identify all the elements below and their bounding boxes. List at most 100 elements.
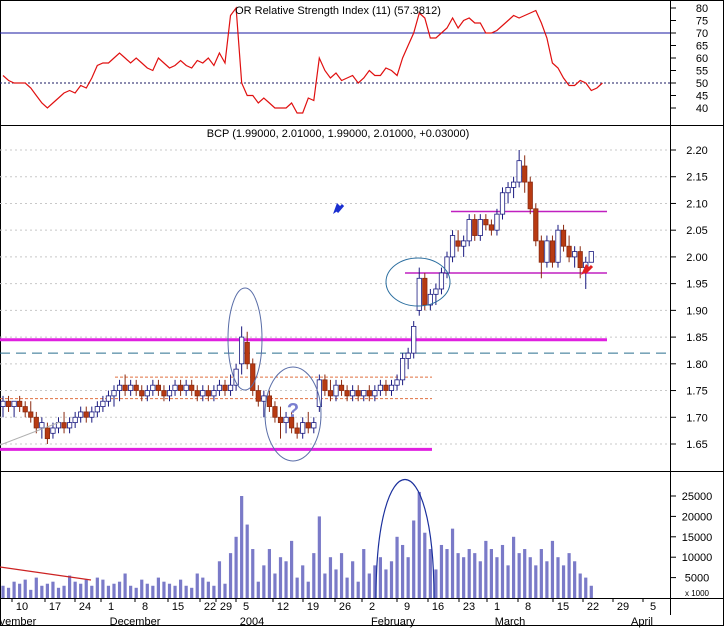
volume-bar: [284, 561, 288, 598]
candle-body-up: [128, 384, 134, 391]
candle: [144, 385, 150, 402]
volume-bar: [539, 549, 543, 598]
candle-body-down: [322, 379, 328, 391]
volume-bar: [206, 581, 210, 598]
volume-bar: [173, 585, 177, 598]
candle-body-down: [560, 229, 567, 247]
candle-body-down: [422, 277, 428, 306]
candle-body-up: [405, 352, 411, 359]
candle-body-down: [189, 384, 195, 391]
volume-bar: [40, 585, 44, 598]
candle-body-up: [50, 427, 56, 434]
rsi-tick-label: 40: [696, 103, 708, 115]
candle-body-up: [444, 256, 450, 274]
candle: [350, 385, 356, 402]
volume-bar: [512, 536, 516, 598]
volume-bar: [323, 573, 327, 598]
candle: [89, 406, 95, 423]
candle-body-down: [344, 390, 350, 397]
candle: [155, 379, 161, 396]
ellipse-annotation-spike: [227, 287, 263, 391]
volume-ellipse-annotation: [375, 478, 435, 599]
candle: [250, 358, 256, 396]
x-day-label: 5: [650, 601, 656, 613]
rsi-tick-label: 70: [696, 28, 708, 40]
candle: [566, 235, 572, 263]
volume-bar: [295, 577, 299, 598]
volume-bar: [145, 583, 149, 598]
volume-bar: [228, 553, 233, 598]
candle-body-up: [333, 384, 339, 397]
candle: [538, 235, 544, 279]
volume-bar: [517, 553, 521, 598]
ellipse-annotation-breakout: [385, 257, 451, 307]
candle: [338, 379, 345, 396]
volume-series: [1, 491, 593, 598]
volume-bar: [56, 587, 61, 598]
volume-bar: [439, 544, 444, 598]
volume-unit-label: x 1000: [685, 589, 710, 598]
candle: [555, 224, 561, 268]
candle-body-up: [588, 251, 594, 263]
volume-bar: [306, 581, 310, 598]
rsi-tick-label: 80: [696, 3, 708, 15]
candle: [200, 385, 206, 402]
volume-tick-label: 15000: [682, 532, 713, 544]
candle: [472, 214, 478, 241]
price-tick-label: 1.80: [686, 359, 707, 371]
candle: [533, 203, 539, 247]
candle: [111, 385, 117, 407]
price-tick-label: 2.00: [686, 252, 707, 264]
volume-bar: [462, 557, 466, 598]
candle: [316, 374, 322, 412]
candle: [383, 379, 389, 396]
candle: [216, 379, 223, 396]
price-tick-label: 2.05: [686, 225, 707, 237]
price-tick-label: 2.10: [686, 198, 707, 210]
candle: [510, 176, 517, 199]
candle: [572, 246, 578, 268]
price-tick-label: 1.75: [686, 386, 707, 398]
x-day-label: 16: [432, 601, 444, 613]
candle: [161, 385, 167, 402]
candle-body-down: [194, 390, 200, 397]
candle-body-up: [100, 400, 106, 407]
red-arrow-shaft: [583, 264, 594, 275]
candle-body-up: [227, 384, 234, 391]
x-month-label: February: [371, 616, 416, 628]
x-day-label: 5: [243, 601, 249, 613]
candle-body-up: [78, 411, 84, 418]
candle-body-up: [394, 379, 400, 386]
candle-body-up: [449, 235, 456, 258]
volume-bar: [351, 561, 355, 598]
candle: [327, 379, 334, 402]
candle: [449, 230, 456, 263]
x-day-label: 8: [525, 601, 531, 613]
volume-bar: [201, 577, 205, 598]
x-day-label: 26: [339, 601, 351, 613]
volume-bar: [567, 553, 571, 598]
volume-bar: [478, 561, 482, 598]
candle-body-down: [366, 390, 372, 397]
rsi-line: [2, 6, 603, 114]
volume-bar: [312, 553, 316, 598]
volume-bar: [428, 549, 432, 598]
candle-body-down: [488, 224, 495, 231]
candle: [44, 422, 51, 444]
candle: [444, 251, 450, 279]
candle: [150, 379, 156, 396]
candle-body-down: [255, 390, 261, 402]
volume-trend-line: [0, 566, 92, 581]
candle: [166, 385, 173, 402]
x-day-label: 1: [108, 601, 114, 613]
volume-bar: [534, 565, 538, 598]
blue-arrow-icon: [333, 203, 342, 214]
candle-body-up: [427, 293, 433, 306]
volume-bar: [156, 577, 160, 598]
rsi-tick-label: 50: [696, 78, 708, 90]
candle: [94, 401, 100, 418]
candle: [5, 395, 12, 412]
grid-lines: [0, 149, 670, 445]
candle: [588, 251, 594, 263]
